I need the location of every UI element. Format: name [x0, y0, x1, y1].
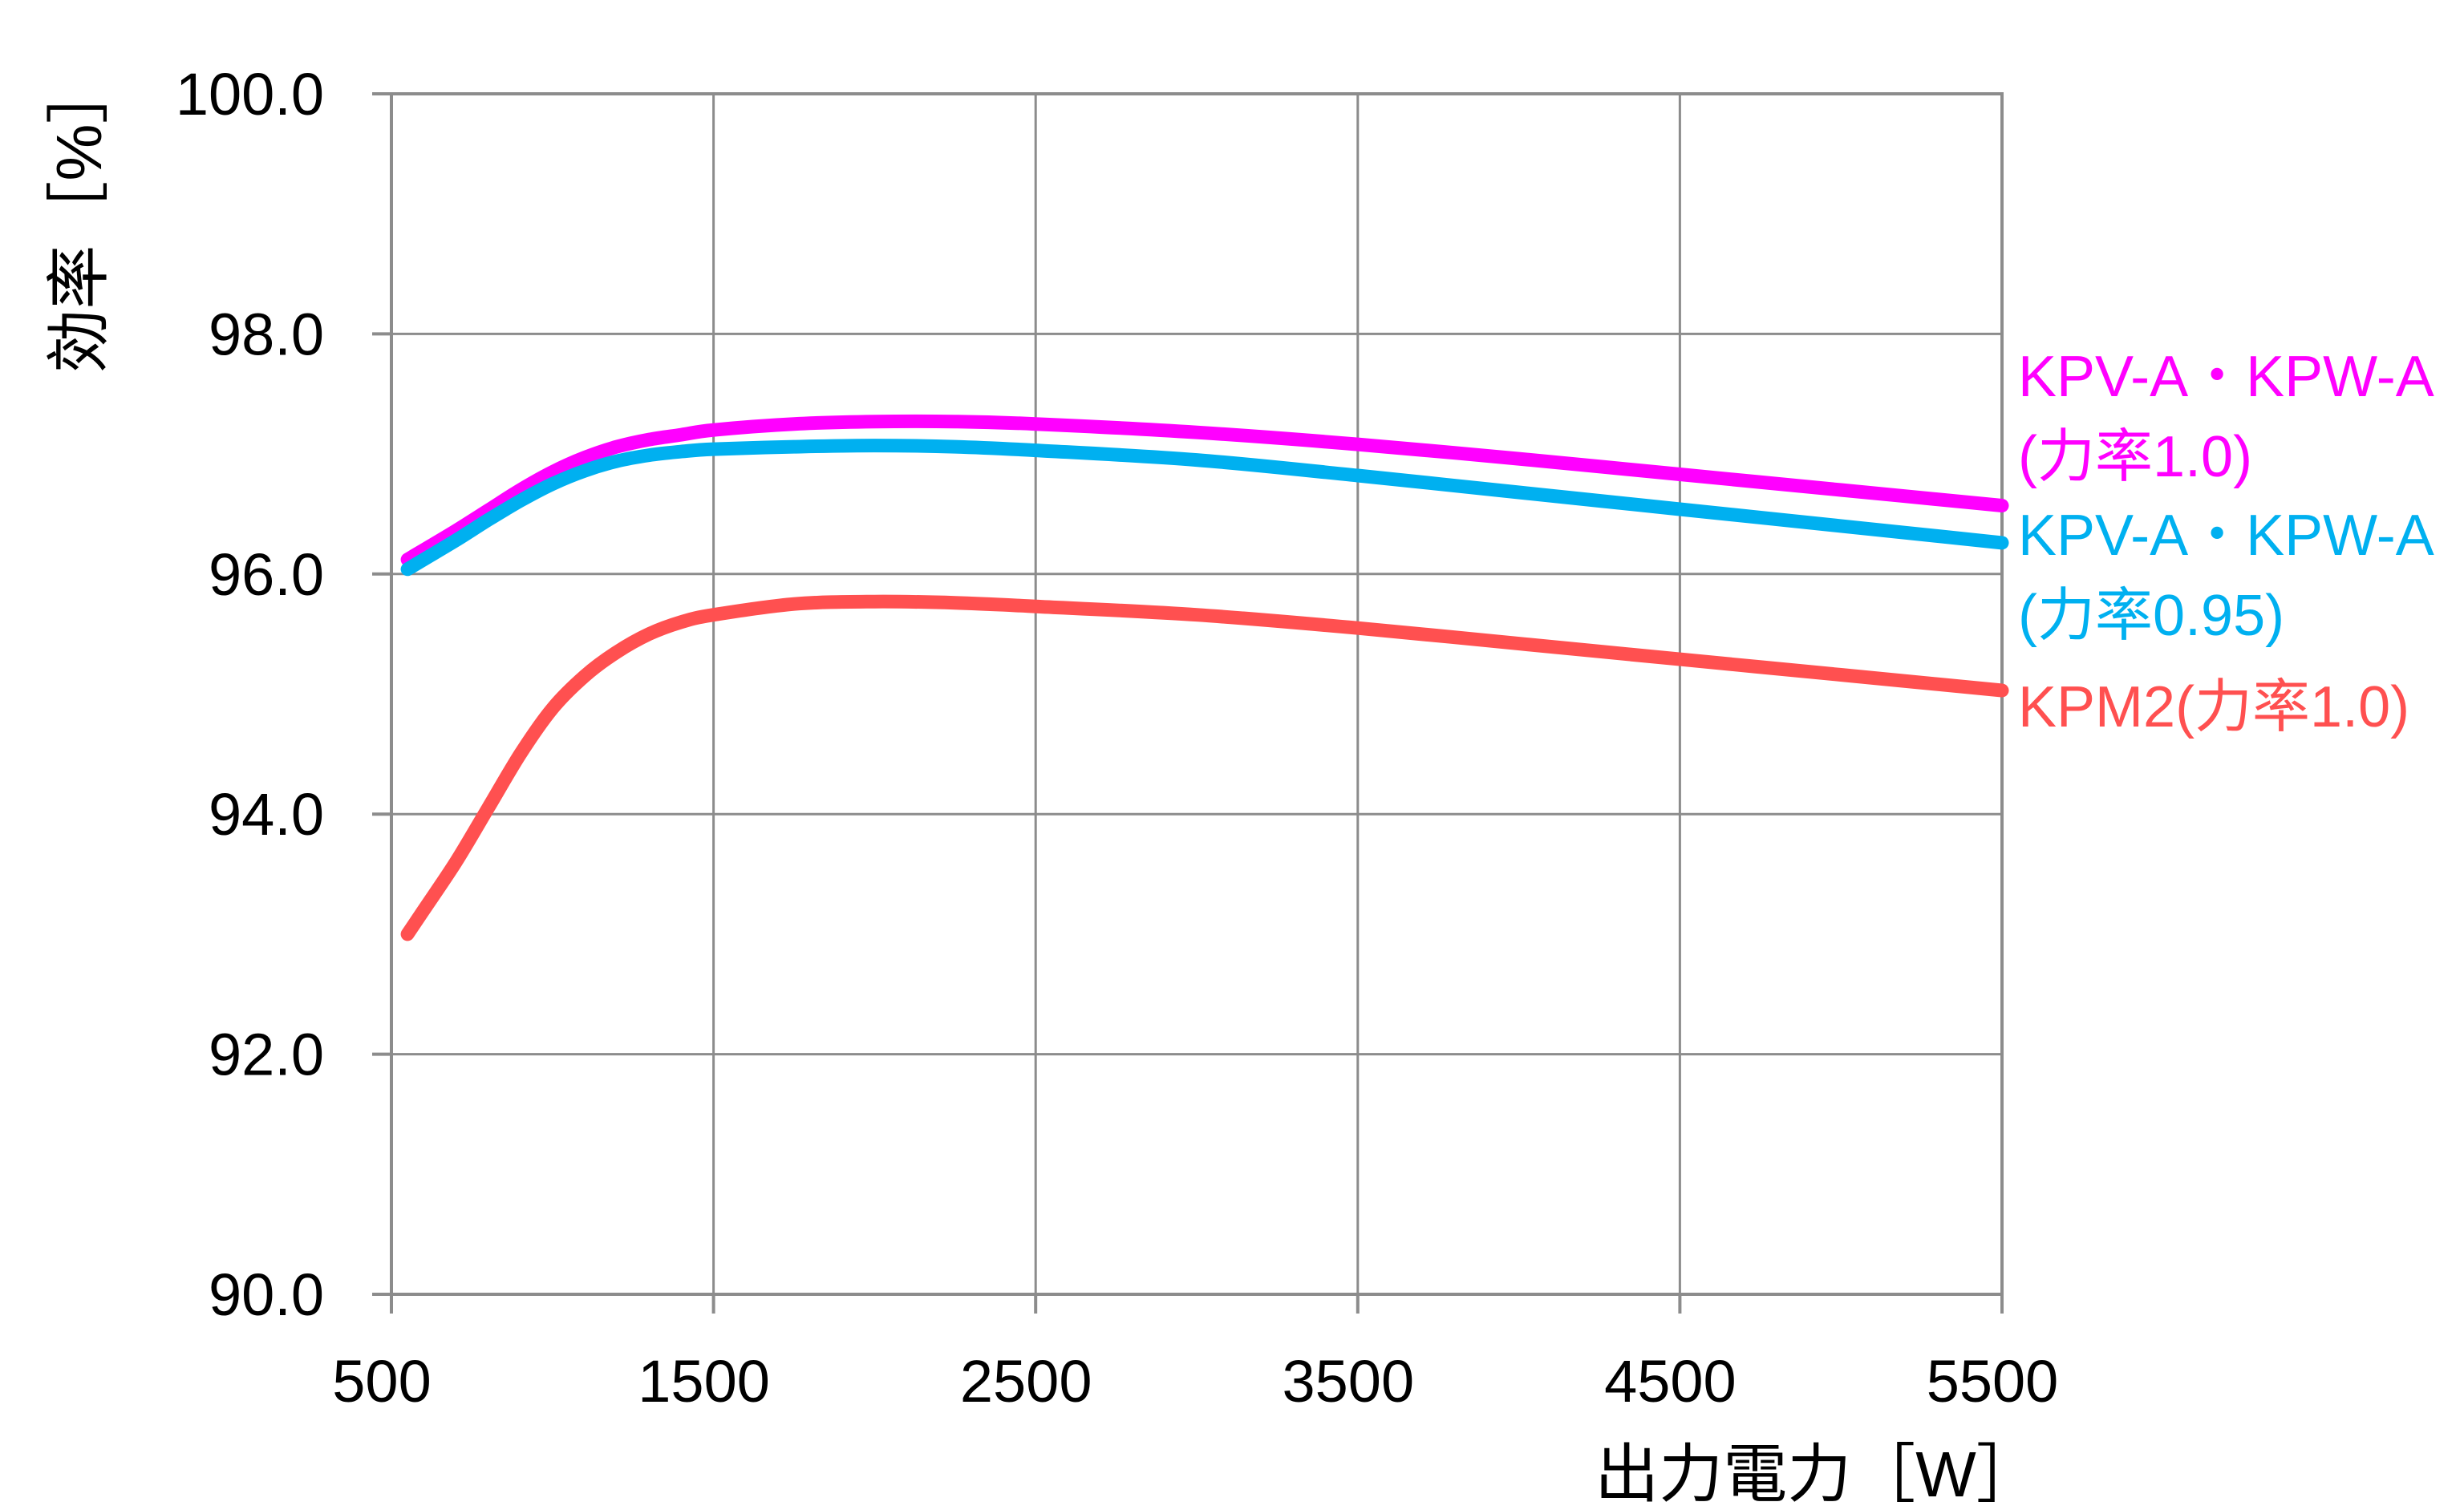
y-tick-label-2: 94.0 [209, 781, 324, 848]
axis-layer: 90.0 92.0 94.0 96.0 98.0 100.0 500 1500 2500 3500… [43, 59, 2059, 1510]
x-axis-label: 出力電力［W］ [1595, 1439, 2040, 1506]
series-label-0-line-1: (力率1.0) [2018, 425, 2252, 489]
series-line-2 [400, 594, 2009, 941]
x-tick-label-3: 3500 [1282, 1348, 1414, 1415]
series-label-1-line-0: KPV-A・KPW-A [2018, 504, 2434, 568]
grid-layer [391, 92, 2004, 1294]
y-tick-label-3: 96.0 [209, 541, 324, 608]
y-tick-label-1: 92.0 [209, 1022, 324, 1088]
y-tick-label-5: 100.0 [176, 61, 324, 128]
series-line-0 [400, 414, 2009, 567]
x-tick-label-4: 4500 [1604, 1348, 1737, 1415]
series-label-1-line-1: (力率0.95) [2018, 584, 2284, 648]
y-axis-label: 効率［%］ [43, 59, 115, 373]
plot-frame [390, 92, 2004, 1296]
x-tick-label-5: 5500 [1927, 1348, 2059, 1415]
y-tick-label-4: 98.0 [209, 301, 324, 367]
y-tick-label-0: 90.0 [209, 1261, 324, 1328]
x-tick-label-2: 2500 [960, 1348, 1092, 1415]
series-layer [400, 414, 2009, 941]
series-line-1 [400, 439, 2009, 577]
x-tick-label-0: 500 [332, 1348, 431, 1415]
series-label-2-line-0: KPM2(力率1.0) [2018, 675, 2409, 739]
series-label-0-line-0: KPV-A・KPW-A [2018, 345, 2434, 409]
label-layer: KPV-A・KPW-A (力率1.0) KPV-A・KPW-A (力率0.95) KPM… [2018, 345, 2434, 739]
x-tick-label-1: 1500 [638, 1348, 770, 1415]
